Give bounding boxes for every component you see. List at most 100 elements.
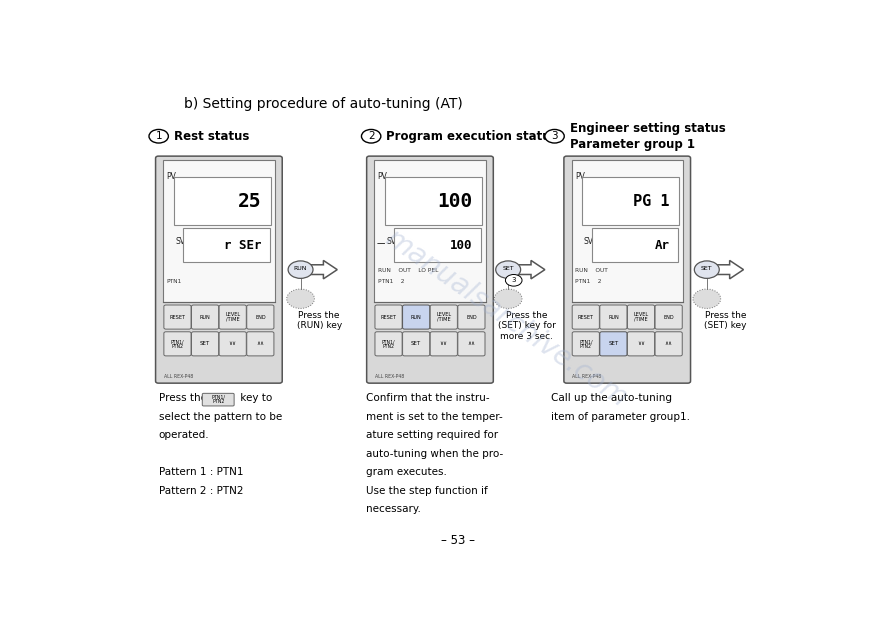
Text: SET: SET — [701, 266, 713, 271]
Text: PG 1: PG 1 — [633, 193, 670, 209]
Text: operated.: operated. — [159, 430, 209, 440]
Text: b) Setting procedure of auto-tuning (AT): b) Setting procedure of auto-tuning (AT) — [184, 98, 463, 112]
Text: END: END — [663, 314, 674, 319]
FancyBboxPatch shape — [219, 332, 246, 356]
Text: 2: 2 — [368, 131, 374, 141]
FancyBboxPatch shape — [458, 332, 485, 356]
Text: Ar: Ar — [655, 239, 670, 251]
FancyBboxPatch shape — [246, 305, 274, 329]
Text: PTN1: PTN1 — [167, 280, 182, 284]
Text: ature setting required for: ature setting required for — [366, 430, 498, 440]
Text: ∧∧: ∧∧ — [664, 341, 672, 347]
Text: r SEr: r SEr — [223, 239, 261, 251]
Text: Rest status: Rest status — [174, 130, 249, 143]
Text: ∨∨: ∨∨ — [637, 341, 645, 347]
Text: 1: 1 — [155, 131, 162, 141]
Text: auto-tuning when the pro-: auto-tuning when the pro- — [366, 449, 504, 459]
Text: Engineer setting status
Parameter group 1: Engineer setting status Parameter group … — [570, 122, 725, 151]
FancyBboxPatch shape — [572, 305, 599, 329]
FancyBboxPatch shape — [375, 305, 402, 329]
Text: PTN1/
PTN2: PTN1/ PTN2 — [382, 339, 396, 348]
FancyBboxPatch shape — [403, 332, 430, 356]
Text: PTN1/
PTN2: PTN1/ PTN2 — [579, 339, 593, 348]
Text: Call up the auto-tuning: Call up the auto-tuning — [551, 393, 672, 403]
FancyBboxPatch shape — [430, 332, 457, 356]
Circle shape — [545, 129, 564, 143]
Text: 25: 25 — [238, 192, 262, 210]
Text: —: — — [376, 239, 385, 248]
Text: LEVEL
/TIME: LEVEL /TIME — [633, 312, 648, 322]
Text: ∨∨: ∨∨ — [229, 341, 237, 347]
FancyBboxPatch shape — [155, 156, 282, 383]
Circle shape — [495, 289, 522, 309]
Text: RUN: RUN — [411, 314, 421, 319]
FancyBboxPatch shape — [203, 393, 234, 406]
FancyBboxPatch shape — [628, 305, 655, 329]
Circle shape — [693, 289, 721, 309]
Text: LEVEL
/TIME: LEVEL /TIME — [436, 312, 451, 322]
Circle shape — [695, 261, 719, 278]
Text: 3: 3 — [551, 131, 558, 141]
Text: SET: SET — [608, 341, 619, 347]
FancyBboxPatch shape — [163, 161, 275, 302]
FancyBboxPatch shape — [600, 332, 627, 356]
Text: PV: PV — [575, 173, 585, 181]
Text: RUN: RUN — [200, 314, 211, 319]
FancyBboxPatch shape — [164, 332, 191, 356]
Text: Confirm that the instru-: Confirm that the instru- — [366, 393, 490, 403]
Text: SET: SET — [503, 266, 514, 271]
FancyArrow shape — [304, 260, 338, 279]
Text: Press the
(SET) key: Press the (SET) key — [705, 311, 747, 330]
FancyBboxPatch shape — [655, 305, 682, 329]
Text: ALL REX-P48: ALL REX-P48 — [572, 374, 602, 379]
FancyBboxPatch shape — [374, 161, 486, 302]
Circle shape — [149, 129, 169, 143]
Text: LEVEL
/TIME: LEVEL /TIME — [225, 312, 240, 322]
FancyBboxPatch shape — [572, 332, 599, 356]
FancyBboxPatch shape — [572, 161, 683, 302]
Text: Pattern 2 : PTN2: Pattern 2 : PTN2 — [159, 486, 243, 496]
FancyArrow shape — [710, 260, 744, 279]
Text: RESET: RESET — [170, 314, 186, 319]
Text: RUN: RUN — [294, 266, 307, 271]
Text: SV: SV — [176, 238, 186, 246]
Circle shape — [496, 261, 521, 278]
FancyBboxPatch shape — [600, 305, 627, 329]
FancyBboxPatch shape — [164, 305, 191, 329]
Text: select the pattern to be: select the pattern to be — [159, 412, 282, 421]
Text: PTN1/
PTN2: PTN1/ PTN2 — [212, 395, 225, 404]
FancyBboxPatch shape — [403, 305, 430, 329]
Text: ∨∨: ∨∨ — [439, 341, 447, 347]
Text: RESET: RESET — [578, 314, 594, 319]
Text: Press the
(SET) key for
more 3 sec.: Press the (SET) key for more 3 sec. — [498, 311, 555, 341]
Text: PV: PV — [167, 173, 177, 181]
FancyBboxPatch shape — [430, 305, 457, 329]
Text: 100: 100 — [438, 192, 472, 210]
FancyBboxPatch shape — [191, 332, 219, 356]
Text: Pattern 1 : PTN1: Pattern 1 : PTN1 — [159, 467, 243, 477]
FancyBboxPatch shape — [582, 177, 680, 225]
Circle shape — [362, 129, 380, 143]
Text: PTN1    2: PTN1 2 — [378, 280, 405, 284]
Text: ALL REX-P48: ALL REX-P48 — [164, 374, 193, 379]
Text: 3: 3 — [512, 277, 516, 284]
FancyBboxPatch shape — [246, 332, 274, 356]
Text: ment is set to the temper-: ment is set to the temper- — [366, 412, 503, 421]
Text: Press the
(RUN) key: Press the (RUN) key — [296, 311, 342, 330]
Text: RUN    OUT    LO PEL: RUN OUT LO PEL — [378, 268, 438, 273]
Text: RUN    OUT: RUN OUT — [575, 268, 608, 273]
Text: item of parameter group1.: item of parameter group1. — [551, 412, 690, 421]
Circle shape — [505, 275, 522, 286]
Circle shape — [288, 261, 313, 278]
Text: SV: SV — [584, 238, 594, 246]
Circle shape — [287, 289, 314, 309]
Text: RESET: RESET — [380, 314, 396, 319]
Text: gram executes.: gram executes. — [366, 467, 447, 477]
Text: RUN: RUN — [608, 314, 619, 319]
Text: ∧∧: ∧∧ — [256, 341, 264, 347]
Text: PV: PV — [378, 173, 388, 181]
Text: END: END — [466, 314, 477, 319]
Text: Program execution status: Program execution status — [387, 130, 558, 143]
Text: Press the: Press the — [159, 393, 206, 403]
FancyBboxPatch shape — [628, 332, 655, 356]
